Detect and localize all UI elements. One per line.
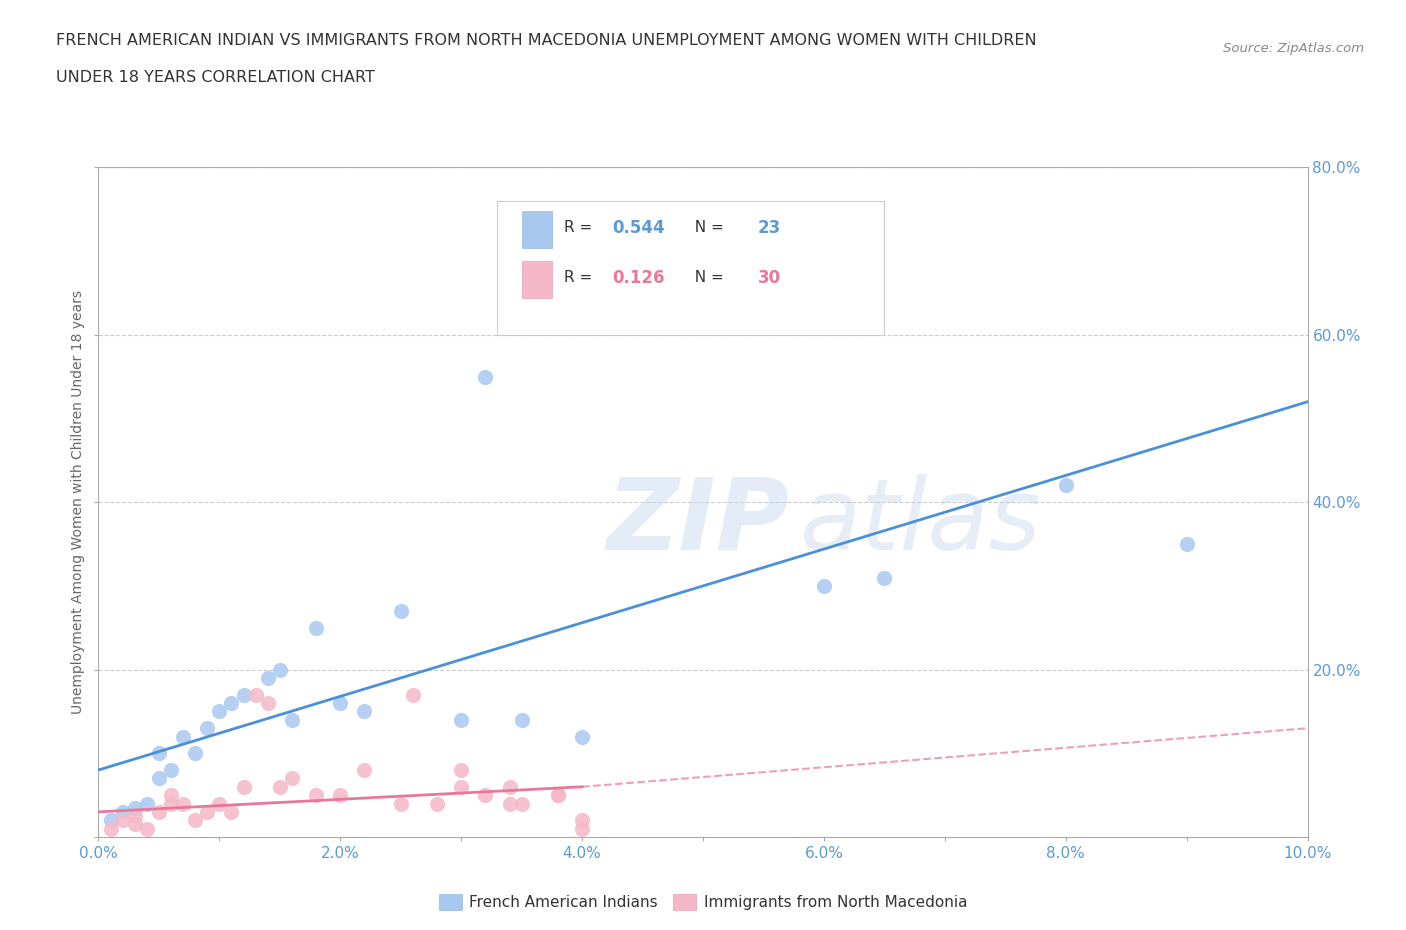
Point <box>474 788 496 803</box>
Point <box>510 796 533 811</box>
Point <box>571 821 593 836</box>
Point <box>547 788 569 803</box>
Point <box>498 779 520 794</box>
FancyBboxPatch shape <box>498 201 884 335</box>
Point <box>184 746 207 761</box>
Point <box>571 813 593 828</box>
Text: 0.544: 0.544 <box>613 219 665 236</box>
Point <box>256 696 278 711</box>
Point <box>305 620 328 635</box>
Point <box>498 796 520 811</box>
Point <box>571 729 593 744</box>
Point <box>1175 537 1198 551</box>
Y-axis label: Unemployment Among Women with Children Under 18 years: Unemployment Among Women with Children U… <box>72 290 86 714</box>
Point <box>353 763 375 777</box>
Point <box>281 771 304 786</box>
Point <box>221 804 243 819</box>
Point <box>221 696 243 711</box>
Point <box>172 729 194 744</box>
Text: N =: N = <box>685 271 728 286</box>
Point <box>184 813 207 828</box>
Point <box>208 704 231 719</box>
Point <box>160 796 183 811</box>
Point <box>172 796 194 811</box>
Point <box>269 662 291 677</box>
Text: Source: ZipAtlas.com: Source: ZipAtlas.com <box>1223 42 1364 55</box>
Point <box>111 813 134 828</box>
Point <box>111 804 134 819</box>
Point <box>148 804 170 819</box>
Text: ZIP: ZIP <box>606 473 789 571</box>
Point <box>1054 478 1077 493</box>
Point <box>329 788 352 803</box>
Point <box>232 779 254 794</box>
Point <box>195 721 218 736</box>
Text: 0.126: 0.126 <box>613 269 665 286</box>
Text: UNDER 18 YEARS CORRELATION CHART: UNDER 18 YEARS CORRELATION CHART <box>56 70 375 85</box>
Point <box>100 821 122 836</box>
Point <box>813 578 835 593</box>
Text: R =: R = <box>564 271 598 286</box>
Point <box>402 687 425 702</box>
Point <box>124 817 146 832</box>
Point <box>256 671 278 685</box>
Text: 23: 23 <box>758 219 780 236</box>
Point <box>426 796 449 811</box>
Point <box>329 696 352 711</box>
Point <box>100 813 122 828</box>
Point <box>124 800 146 815</box>
Point <box>389 796 412 811</box>
Point <box>232 687 254 702</box>
Point <box>510 712 533 727</box>
Point <box>160 788 183 803</box>
Point <box>208 796 231 811</box>
Point <box>450 712 472 727</box>
FancyBboxPatch shape <box>522 261 553 298</box>
Point <box>873 570 896 585</box>
Text: atlas: atlas <box>800 473 1042 571</box>
Point <box>353 704 375 719</box>
Legend: French American Indians, Immigrants from North Macedonia: French American Indians, Immigrants from… <box>433 888 973 916</box>
Text: R =: R = <box>564 220 598 235</box>
Point <box>135 821 157 836</box>
Point <box>160 763 183 777</box>
Point <box>281 712 304 727</box>
Point <box>389 604 412 618</box>
Point <box>450 763 472 777</box>
Point <box>245 687 267 702</box>
Point <box>148 771 170 786</box>
Point <box>148 746 170 761</box>
Point <box>474 369 496 384</box>
Text: FRENCH AMERICAN INDIAN VS IMMIGRANTS FROM NORTH MACEDONIA UNEMPLOYMENT AMONG WOM: FRENCH AMERICAN INDIAN VS IMMIGRANTS FRO… <box>56 33 1036 47</box>
Point <box>195 804 218 819</box>
Point <box>135 796 157 811</box>
Point <box>305 788 328 803</box>
Text: 30: 30 <box>758 269 780 286</box>
Text: N =: N = <box>685 220 728 235</box>
FancyBboxPatch shape <box>522 211 553 247</box>
Point <box>124 809 146 824</box>
Point <box>269 779 291 794</box>
Point <box>450 779 472 794</box>
Point <box>547 788 569 803</box>
